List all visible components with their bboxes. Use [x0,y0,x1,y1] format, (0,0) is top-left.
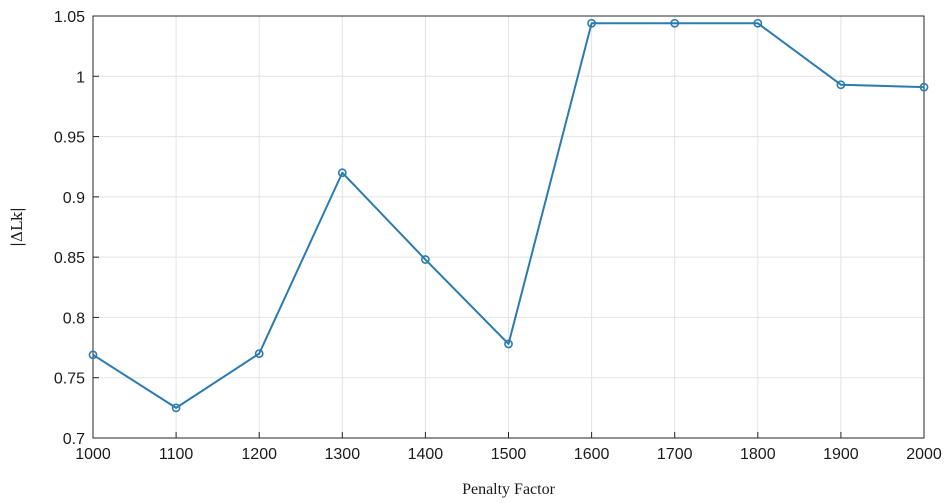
y-tick-label: 0.8 [63,310,85,327]
series-line [92,22,925,409]
x-tick-label: 1600 [574,446,610,463]
x-tick-label: 1800 [740,446,776,463]
x-tick-label: 1900 [823,446,859,463]
data-point [670,18,680,28]
y-tick-label: 0.7 [63,431,85,448]
x-tick-label: 2000 [906,446,942,463]
data-point [171,403,181,413]
x-tick-label: 1400 [408,446,444,463]
x-tick-label: 1300 [325,446,361,463]
data-point [836,80,846,90]
y-axis-label: |ΔLk| [8,207,26,247]
grid [92,15,925,439]
y-tick-label: 1 [76,69,85,86]
y-tick-label: 0.75 [54,371,85,388]
x-tick-label: 1500 [491,446,527,463]
axis-ticks [92,15,925,439]
data-point [587,18,596,28]
data-point [88,350,98,360]
x-tick-label: 1000 [75,446,111,463]
y-tick-label: 0.9 [63,190,85,207]
y-tick-label: 0.85 [54,250,85,267]
x-tick-label: 1100 [159,446,194,463]
y-tick-label: 0.95 [54,130,85,147]
x-axis-label: Penalty Factor [462,481,556,498]
data-point [919,82,929,92]
x-tick-label: 1200 [241,446,277,463]
data-point [254,349,264,358]
data-point [504,339,513,349]
data-point [337,168,347,178]
y-tick-labels: 0.7 0.75 0.8 0.85 0.9 0.95 1 1.05 [54,9,85,448]
series-group [88,18,929,413]
x-tick-label: 1700 [657,446,693,463]
y-tick-label: 1.05 [54,9,85,26]
data-point [420,255,430,264]
x-tick-labels: 1000 1100 1200 1300 1400 1500 1600 1700 1800 1900… [75,446,942,463]
data-point [753,18,763,28]
